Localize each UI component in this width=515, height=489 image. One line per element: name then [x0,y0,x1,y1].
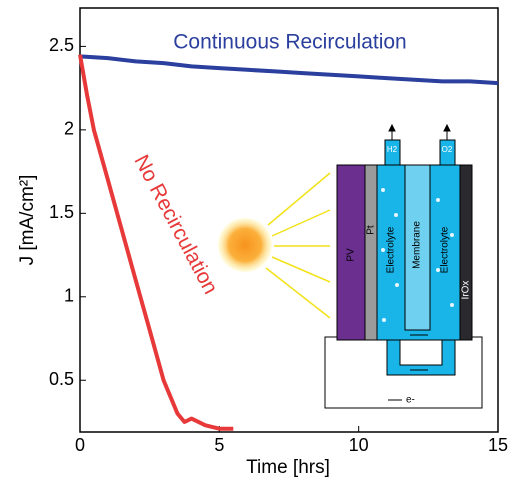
plot-frame [79,7,499,433]
y-axis-label: J [mA/cm²] [17,175,38,266]
x-tick-label: 0 [75,435,85,455]
h2-label: H2 [387,145,398,154]
series-label: Continuous Recirculation [173,31,406,54]
light-rays [265,172,331,319]
series-label: No Recirculation [130,151,223,298]
x-axis-label: Time [hrs] [246,457,330,478]
x-tick-label: 10 [349,435,369,455]
membrane-label: Membrane [412,221,423,269]
x-tick-label: 5 [214,435,224,455]
y-tick-label: 2.5 [49,35,74,55]
irox-layer [459,164,473,341]
pt-layer [364,164,378,341]
y-tick-label: 2 [64,119,74,139]
pv-layer [336,164,366,341]
irox-label: IrOx [461,281,472,300]
electrolyte-label: Electrolyte [440,226,451,273]
data-line [79,54,499,86]
pv-label: PV [346,248,357,262]
electron-label: e- [406,395,415,406]
x-tick-label: 15 [488,435,508,455]
electrolyte-label: Electrolyte [386,226,397,273]
y-tick-label: 1 [64,286,74,306]
o2-label: O2 [442,145,453,154]
sun [218,218,272,272]
pt-label: Pt [366,225,377,235]
inset-diagram: PV Pt Electrolyte Membrane Electrolyte I… [218,123,483,409]
data-line [78,54,234,431]
y-tick-label: 1.5 [49,202,74,222]
arrows [388,123,451,401]
membrane-layer [404,164,431,331]
bubbles [381,188,454,322]
y-tick-label: 0.5 [49,369,74,389]
